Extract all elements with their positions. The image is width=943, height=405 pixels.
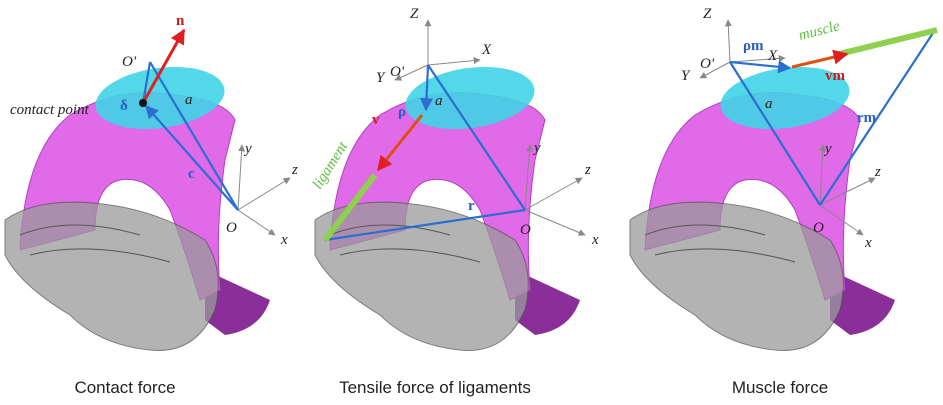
label: Y <box>376 70 386 86</box>
caption: Tensile force of ligaments <box>339 378 531 397</box>
label: O <box>226 220 237 236</box>
label: vm <box>825 68 846 84</box>
label: z <box>874 164 881 180</box>
label: Z <box>703 6 712 22</box>
label: n <box>176 13 185 29</box>
label: a <box>435 93 443 109</box>
label: rm <box>857 110 877 126</box>
label: O <box>813 220 824 236</box>
caption: Muscle force <box>732 378 828 397</box>
label: x <box>864 235 872 251</box>
label: O' <box>700 56 715 72</box>
label: ρm <box>743 38 764 54</box>
label: y <box>532 140 541 156</box>
label: X <box>767 48 778 64</box>
label: y <box>243 141 252 157</box>
label: δ <box>120 98 128 114</box>
label: Y <box>681 68 691 84</box>
label: z <box>291 162 298 178</box>
label: a <box>185 92 193 108</box>
label: O' <box>390 64 405 80</box>
label: v <box>372 112 380 128</box>
label: x <box>591 232 599 248</box>
label: a <box>765 96 773 112</box>
label: r <box>468 198 475 214</box>
label: muscle <box>797 18 842 44</box>
label: x <box>280 232 288 248</box>
panel-contact: n O' contact point δ a c y z O x Contact… <box>4 13 298 397</box>
label: contact point <box>10 102 90 118</box>
label: y <box>823 141 832 157</box>
label: c <box>188 166 195 182</box>
panel-ligament: Z O' X Y ligament v ρ a y z r O x Tensil… <box>310 6 599 397</box>
panel-muscle: Z O' ρm X muscle Y vm a rm y z O x Muscl… <box>629 6 938 397</box>
caption: Contact force <box>74 378 175 397</box>
label: O <box>520 222 531 238</box>
label: z <box>584 162 591 178</box>
label: X <box>481 42 492 58</box>
label: O' <box>122 54 137 70</box>
label: Z <box>410 6 419 22</box>
label: ρ <box>398 104 406 120</box>
